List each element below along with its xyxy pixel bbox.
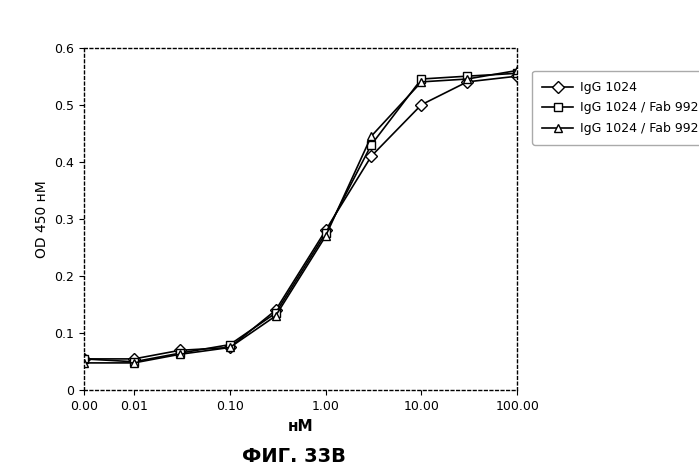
- IgG 1024 / Fab 992: [417, 76, 426, 82]
- IgG 1024 / Fab 992: [226, 342, 234, 347]
- IgG 1024 / Fab 992: [322, 230, 330, 236]
- X-axis label: нM: нM: [288, 418, 313, 434]
- IgG 1024: [80, 356, 88, 362]
- IgG 1024 / Fab 992: [271, 310, 280, 316]
- IgG 1024: [417, 102, 426, 108]
- IgG 1024: [271, 307, 280, 313]
- IgG 1024 / Fab 992: [463, 73, 471, 79]
- IgG 1024 / Fab 992 & 1030: [80, 360, 88, 366]
- IgG 1024: [513, 73, 521, 79]
- IgG 1024 / Fab 992 & 1030: [417, 79, 426, 85]
- IgG 1024 / Fab 992 & 1030: [271, 313, 280, 319]
- IgG 1024 / Fab 992: [175, 350, 184, 356]
- IgG 1024: [226, 345, 234, 350]
- IgG 1024 / Fab 992 & 1030: [226, 345, 234, 350]
- IgG 1024 / Fab 992 & 1030: [175, 351, 184, 357]
- IgG 1024 / Fab 992: [130, 359, 138, 365]
- IgG 1024: [367, 153, 375, 159]
- IgG 1024: [175, 347, 184, 353]
- IgG 1024 / Fab 992 & 1030: [513, 68, 521, 73]
- Text: ФИГ. 33B: ФИГ. 33B: [242, 447, 345, 466]
- Line: IgG 1024 / Fab 992: IgG 1024 / Fab 992: [80, 69, 521, 366]
- IgG 1024 / Fab 992 & 1030: [130, 360, 138, 366]
- Y-axis label: OD 450 нM: OD 450 нM: [35, 180, 49, 258]
- IgG 1024: [463, 79, 471, 85]
- IgG 1024: [130, 356, 138, 362]
- IgG 1024 / Fab 992 & 1030: [322, 233, 330, 239]
- IgG 1024 / Fab 992: [367, 142, 375, 148]
- IgG 1024 / Fab 992 & 1030: [463, 76, 471, 82]
- IgG 1024 / Fab 992: [80, 356, 88, 362]
- Line: IgG 1024 / Fab 992 & 1030: IgG 1024 / Fab 992 & 1030: [80, 66, 521, 367]
- IgG 1024 / Fab 992: [513, 70, 521, 76]
- IgG 1024 / Fab 992 & 1030: [367, 133, 375, 139]
- IgG 1024: [322, 228, 330, 233]
- Line: IgG 1024: IgG 1024: [80, 72, 521, 363]
- Legend: IgG 1024, IgG 1024 / Fab 992, IgG 1024 / Fab 992 & 1030: IgG 1024, IgG 1024 / Fab 992, IgG 1024 /…: [532, 71, 699, 145]
